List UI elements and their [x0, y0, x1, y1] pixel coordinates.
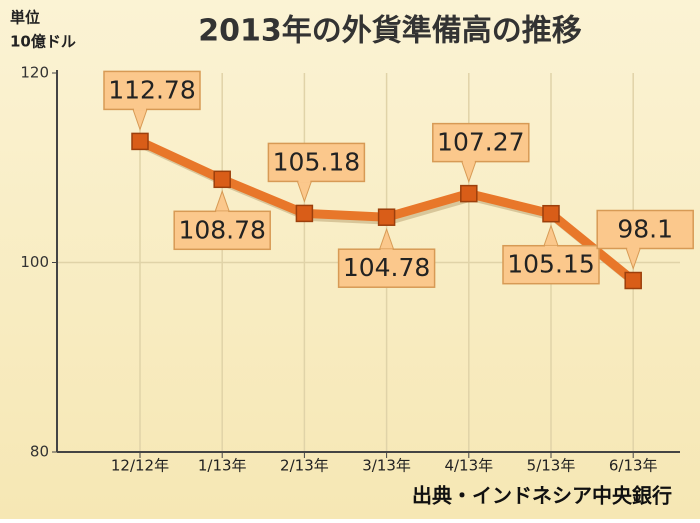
marker — [542, 204, 560, 223]
source: 出典・インドネシア中央銀行 — [412, 484, 672, 508]
callout-box — [173, 210, 271, 251]
callout-seam — [627, 246, 640, 250]
data-label: 105.15 — [507, 250, 594, 279]
y-tick-label: 100 — [20, 253, 49, 271]
callout-box — [596, 209, 694, 250]
unit-label: 単位 — [10, 9, 40, 27]
callout-seam — [134, 107, 146, 111]
x-tick-label: 5/13年 — [527, 457, 576, 475]
x-tick-label: 3/13年 — [362, 457, 411, 475]
data-label: 98.1 — [617, 215, 673, 244]
callout-box — [502, 244, 600, 285]
marker — [295, 204, 314, 223]
x-tick-label: 6/13年 — [609, 457, 658, 475]
unit-label: 10億ドル — [10, 33, 76, 51]
callout-seam — [216, 211, 229, 215]
x-tick-label: 2/13年 — [280, 457, 329, 475]
chart-title: 2013年の外貨準備高の推移 — [198, 14, 582, 49]
callout-box — [103, 70, 201, 111]
callout-box — [432, 122, 530, 163]
callout-seam — [462, 159, 475, 163]
callout-seam — [545, 245, 557, 249]
marker — [377, 208, 396, 226]
y-tick-label: 120 — [20, 64, 49, 82]
callout-box — [267, 142, 366, 183]
marker — [131, 132, 149, 151]
data-label: 104.78 — [343, 253, 430, 282]
x-tick-label: 4/13年 — [444, 457, 493, 475]
data-label: 108.78 — [178, 215, 265, 244]
data-label: 112.78 — [108, 75, 195, 104]
callout-seam — [380, 249, 393, 253]
callout-box — [337, 248, 436, 288]
x-tick-label: 1/13年 — [198, 457, 247, 475]
data-label: 105.18 — [273, 147, 360, 176]
y-tick-label: 80 — [30, 443, 49, 461]
marker — [213, 170, 231, 189]
marker — [624, 271, 642, 290]
data-label: 107.27 — [437, 128, 524, 157]
callout-seam — [298, 179, 311, 183]
x-tick-label: 12/12年 — [111, 457, 169, 475]
marker — [460, 184, 478, 203]
